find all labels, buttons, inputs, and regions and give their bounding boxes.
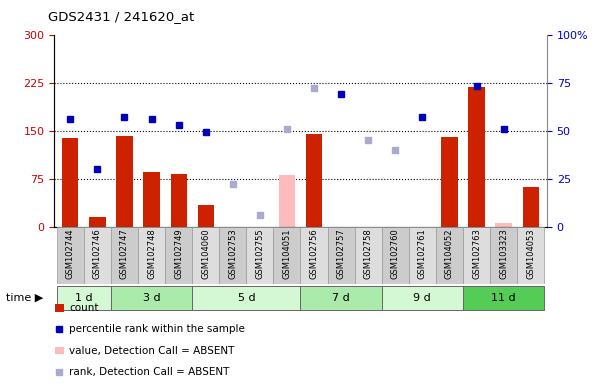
Text: time ▶: time ▶	[6, 293, 43, 303]
Text: GSM102755: GSM102755	[255, 228, 264, 279]
Text: GSM102746: GSM102746	[93, 228, 102, 279]
Text: percentile rank within the sample: percentile rank within the sample	[69, 324, 245, 334]
Text: 9 d: 9 d	[413, 293, 432, 303]
Bar	[490, 227, 517, 284]
Bar	[192, 227, 219, 284]
Text: GSM102744: GSM102744	[66, 228, 75, 279]
Text: GSM104053: GSM104053	[526, 228, 535, 279]
Text: 1 d: 1 d	[75, 293, 93, 303]
Text: GSM104060: GSM104060	[201, 228, 210, 279]
Bar	[300, 286, 382, 310]
Text: GSM102758: GSM102758	[364, 228, 373, 279]
Text: GSM102757: GSM102757	[337, 228, 346, 279]
Text: GSM102756: GSM102756	[310, 228, 319, 279]
Bar	[436, 227, 463, 284]
Bar	[55, 304, 64, 312]
Text: 11 d: 11 d	[491, 293, 516, 303]
Text: rank, Detection Call = ABSENT: rank, Detection Call = ABSENT	[69, 367, 230, 377]
Bar	[355, 227, 382, 284]
Text: GSM102748: GSM102748	[147, 228, 156, 279]
Bar	[198, 205, 214, 227]
Bar	[117, 136, 133, 227]
Bar	[165, 227, 192, 284]
Text: 5 d: 5 d	[237, 293, 255, 303]
Bar	[382, 227, 409, 284]
Bar	[84, 227, 111, 284]
Bar	[328, 227, 355, 284]
Bar	[279, 175, 295, 227]
Bar	[90, 217, 106, 227]
Bar	[463, 227, 490, 284]
Text: GSM104052: GSM104052	[445, 228, 454, 279]
Text: value, Detection Call = ABSENT: value, Detection Call = ABSENT	[69, 346, 234, 356]
Bar	[522, 187, 538, 227]
Bar	[409, 227, 436, 284]
Bar	[57, 227, 84, 284]
Bar	[63, 138, 79, 227]
Bar	[219, 227, 246, 284]
Text: GSM102760: GSM102760	[391, 228, 400, 279]
Text: GSM102763: GSM102763	[472, 228, 481, 279]
Bar	[441, 137, 457, 227]
Bar	[273, 227, 300, 284]
Bar	[55, 346, 64, 354]
Bar	[300, 227, 328, 284]
Text: GSM102761: GSM102761	[418, 228, 427, 279]
Bar	[111, 227, 138, 284]
Bar	[192, 286, 300, 310]
Text: GSM102749: GSM102749	[174, 228, 183, 279]
Bar	[517, 227, 544, 284]
Bar	[306, 134, 322, 227]
Bar	[468, 87, 484, 227]
Text: GSM103323: GSM103323	[499, 228, 508, 279]
Bar	[463, 286, 544, 310]
Bar	[495, 223, 511, 227]
Text: GSM104051: GSM104051	[282, 228, 291, 279]
Text: 7 d: 7 d	[332, 293, 350, 303]
Bar	[144, 172, 160, 227]
Text: 3 d: 3 d	[143, 293, 160, 303]
Text: count: count	[69, 303, 99, 313]
Bar	[111, 286, 192, 310]
Bar	[246, 227, 273, 284]
Bar	[171, 174, 187, 227]
Bar	[57, 286, 111, 310]
Bar	[138, 227, 165, 284]
Bar	[382, 286, 463, 310]
Text: GSM102747: GSM102747	[120, 228, 129, 279]
Text: GDS2431 / 241620_at: GDS2431 / 241620_at	[48, 10, 194, 23]
Text: GSM102753: GSM102753	[228, 228, 237, 279]
